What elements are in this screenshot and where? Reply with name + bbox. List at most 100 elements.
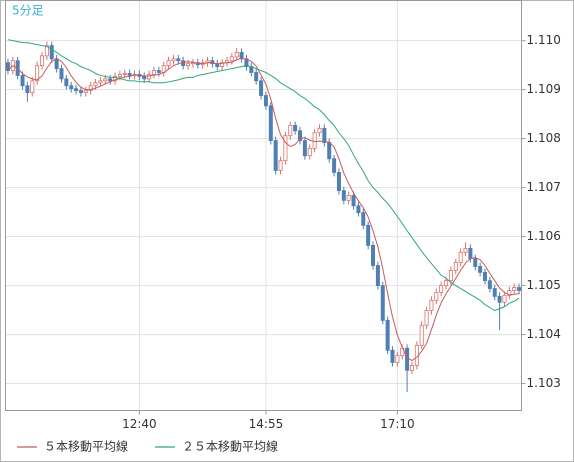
- candle-body: [54, 58, 59, 69]
- candle-body: [298, 130, 303, 141]
- candle-body: [40, 55, 45, 67]
- candle-body: [151, 70, 156, 75]
- candle-body: [147, 74, 152, 80]
- candle-body: [434, 292, 439, 301]
- candle-body: [83, 90, 88, 93]
- candle-body: [361, 212, 366, 226]
- candle-body: [327, 142, 332, 160]
- candle-body: [293, 125, 298, 132]
- y-tick-label: 1.109: [527, 82, 561, 96]
- candle-body: [517, 287, 522, 291]
- candle-body: [458, 251, 463, 263]
- candle-body: [302, 140, 307, 157]
- candle-body: [171, 58, 176, 62]
- candle-body: [49, 45, 54, 60]
- y-tick-label: 1.110: [527, 33, 561, 47]
- x-tick-label: 17:10: [380, 417, 415, 431]
- candle-body: [74, 88, 79, 92]
- candle-body: [156, 70, 161, 73]
- candle-body: [439, 285, 444, 293]
- candle-body: [142, 76, 147, 80]
- candle-body: [127, 73, 132, 76]
- candle-body: [98, 80, 103, 84]
- candle-body: [30, 80, 35, 93]
- candle-body: [366, 224, 371, 246]
- candle-body: [502, 294, 507, 303]
- candle-body: [273, 140, 278, 171]
- candle-body: [20, 75, 25, 87]
- candle-body: [283, 135, 288, 162]
- candle-body: [492, 288, 497, 297]
- candle-body: [113, 76, 118, 82]
- candle-body: [254, 72, 259, 82]
- candle-body: [307, 148, 312, 157]
- y-tick-label: 1.106: [527, 229, 561, 243]
- candle-body: [317, 127, 322, 134]
- candle-body: [380, 285, 385, 321]
- candle-body: [35, 65, 40, 82]
- candle-body: [78, 90, 83, 93]
- candle-body: [312, 132, 317, 149]
- candle-body: [385, 319, 390, 351]
- candle-body: [478, 266, 483, 273]
- candle-body: [473, 258, 478, 267]
- candle-body: [453, 262, 458, 271]
- candle-body: [88, 85, 93, 92]
- plot-area: [5, 0, 522, 411]
- candle-body: [419, 324, 424, 346]
- candle-body: [429, 299, 434, 311]
- candle-body: [117, 74, 122, 77]
- candle-body: [259, 80, 264, 96]
- moving-average-line: [7, 57, 520, 362]
- candle-body: [332, 158, 337, 173]
- candle-body: [341, 190, 346, 201]
- candle-body: [268, 105, 273, 141]
- candle-body: [468, 247, 473, 260]
- candle-body: [375, 265, 380, 286]
- candle-body: [288, 125, 293, 137]
- candle-body: [448, 270, 453, 282]
- candle-body: [64, 78, 69, 87]
- candle-body: [166, 60, 171, 67]
- candle-body: [390, 349, 395, 363]
- candle-body: [356, 205, 361, 214]
- candle-body: [346, 195, 351, 201]
- x-tick-label: 12:40: [122, 417, 157, 431]
- y-tick-label: 1.104: [527, 327, 561, 341]
- candle-body: [234, 52, 239, 58]
- candle-body: [186, 63, 191, 67]
- candle-body: [69, 85, 74, 90]
- candle-body: [229, 56, 234, 62]
- candle-body: [322, 127, 327, 143]
- candle-body: [444, 280, 449, 286]
- candle-body: [122, 73, 127, 75]
- candle-body: [44, 45, 49, 57]
- candle-body: [409, 365, 414, 371]
- candle-body: [93, 82, 98, 87]
- x-tick-label: 14:55: [249, 417, 284, 431]
- candle-body: [487, 280, 492, 289]
- candle-body: [278, 160, 283, 171]
- moving-average-line: [7, 39, 520, 312]
- candle-body: [351, 195, 356, 207]
- candle-body: [405, 347, 410, 371]
- candle-body: [371, 245, 376, 266]
- y-tick-label: 1.108: [527, 131, 561, 145]
- y-tick-label: 1.103: [527, 376, 561, 390]
- candle-body: [181, 60, 186, 67]
- candle-body: [482, 271, 487, 282]
- legend-label: ２５本移動平均線: [182, 439, 278, 454]
- y-tick-label: 1.107: [527, 180, 561, 194]
- candle-body: [395, 355, 400, 363]
- legend-label: ５本移動平均線: [44, 439, 128, 454]
- candle-body: [497, 295, 502, 303]
- candle-body: [176, 58, 181, 62]
- y-tick-label: 1.105: [527, 278, 561, 292]
- candle-body: [512, 287, 517, 291]
- candle-body: [336, 172, 341, 191]
- candle-body: [263, 95, 268, 107]
- candle-body: [108, 78, 113, 82]
- candle-body: [59, 68, 64, 80]
